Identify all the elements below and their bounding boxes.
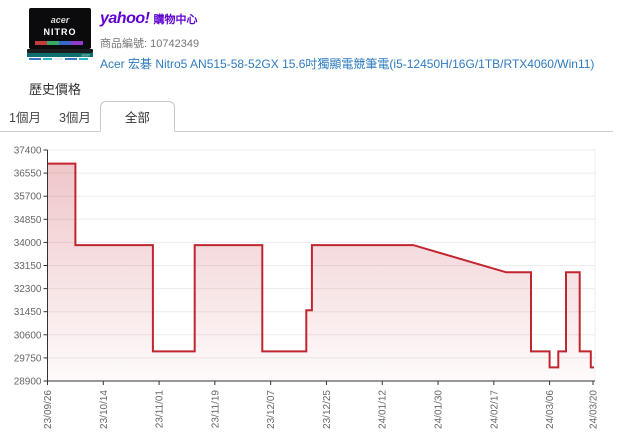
x-tick-label: 24/03/20 (589, 390, 600, 429)
tab-all[interactable]: 全部 (99, 101, 175, 132)
y-tick-label: 34850 (14, 215, 42, 226)
sku-value: 10742349 (150, 38, 200, 50)
y-tick-label: 37400 (14, 146, 42, 157)
y-tick-label: 33150 (14, 261, 42, 272)
x-tick-label: 23/10/14 (99, 390, 110, 429)
product-image: acer NITRO acer (27, 8, 93, 60)
tab-1-month[interactable]: 1個月 (9, 110, 41, 125)
y-tick-label: 31450 (14, 307, 42, 318)
x-tick-label: 23/12/25 (322, 390, 333, 429)
price-area-fill (47, 163, 594, 381)
laptop-screen (29, 8, 91, 49)
y-tick-label: 29750 (14, 353, 42, 364)
spec-chip (65, 58, 77, 60)
spec-chip (29, 58, 41, 60)
banner-strip (27, 53, 93, 57)
price-line (47, 162, 594, 369)
spec-chip (54, 58, 63, 60)
product-sku: 商品編號: 10742349 (100, 35, 594, 51)
y-tick-label: 34000 (14, 238, 42, 249)
spec-chip (43, 58, 52, 60)
shopping-center-label: 購物中心 (153, 14, 198, 26)
y-tick-label: 35700 (14, 192, 42, 203)
yahoo-shopping-logo[interactable]: yahoo! 購物中心 (100, 10, 594, 28)
y-tick-label: 28900 (14, 377, 42, 388)
x-tick-label: 23/12/07 (266, 390, 277, 429)
laptop-screen-model-text: NITRO (44, 27, 77, 37)
keyboard-rgb-red (35, 41, 47, 45)
x-tick-label: 24/01/30 (434, 390, 445, 429)
yahoo-wordmark: yahoo! (100, 10, 150, 27)
banner-brand-text: acer (81, 53, 90, 58)
x-tick-label: 23/11/01 (155, 390, 166, 429)
product-link[interactable]: Acer 宏碁 Nitro5 AN515-58-52GX 15.6吋獨顯電競筆電… (100, 57, 595, 71)
price-history-chart-area: 28900 29750 30600 31450 32300 33150 34000 34850… (0, 140, 640, 440)
x-tick-label: 24/01/12 (378, 390, 389, 429)
period-tabs: 1個月 3個月 全部 (0, 101, 613, 132)
price-history-chart: 28900 29750 30600 31450 32300 33150 34000 34850… (14, 146, 600, 429)
y-tick-label: 32300 (14, 284, 42, 295)
x-tick-label: 24/03/06 (545, 390, 556, 429)
x-tick-label: 23/09/26 (43, 390, 54, 429)
header: yahoo! 購物中心 商品編號: 10742349 Acer 宏碁 Nitro… (100, 10, 594, 72)
y-tick-label: 36550 (14, 169, 42, 180)
y-tick-label: 30600 (14, 330, 42, 341)
laptop-screen-brand-text: acer (51, 15, 70, 25)
x-tick-label: 23/11/19 (210, 390, 221, 429)
price-history-title: 歷史價格 (29, 82, 82, 97)
laptop-base (27, 49, 93, 53)
laptop-image: acer NITRO acer (27, 8, 93, 60)
tab-3-months[interactable]: 3個月 (58, 110, 91, 125)
keyboard-rgb-purple (71, 41, 83, 45)
keyboard-rgb-green (47, 41, 59, 45)
keyboard-rgb-blue (59, 41, 71, 45)
sku-label: 商品編號: (100, 38, 148, 50)
spec-chip (79, 58, 88, 60)
x-tick-label: 24/02/17 (489, 390, 500, 429)
